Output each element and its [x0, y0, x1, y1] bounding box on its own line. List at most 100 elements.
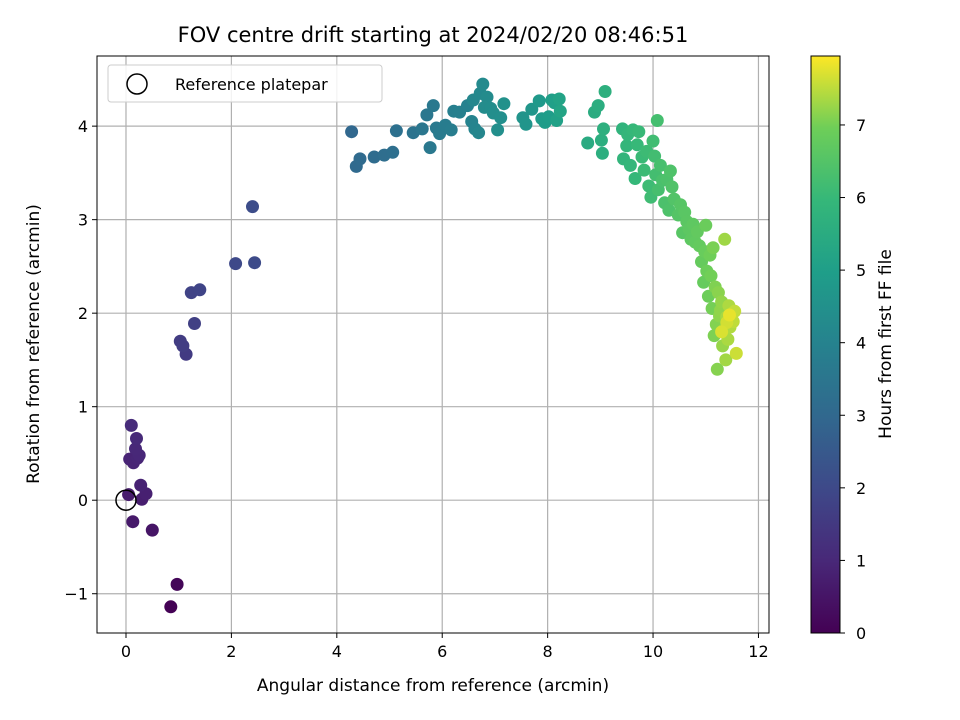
scatter-point	[494, 111, 508, 125]
colorbar-label: Hours from first FF file	[876, 249, 896, 439]
scatter-point	[444, 123, 458, 137]
scatter-point	[532, 94, 546, 108]
scatter-point	[630, 138, 644, 152]
scatter-point	[246, 200, 259, 214]
scatter-point	[620, 139, 634, 153]
scatter-point	[623, 158, 637, 172]
y-axis-label: Rotation from reference (arcmin)	[24, 204, 44, 484]
scatter-point	[353, 152, 367, 166]
scatter-point	[188, 317, 201, 330]
reference-platepar-marker	[115, 489, 137, 511]
x-tick-label: 2	[226, 642, 236, 661]
colorbar-tick-label: 2	[856, 479, 866, 498]
x-tick-label: 4	[332, 642, 342, 661]
scatter-point	[426, 99, 440, 113]
scatter-point	[229, 257, 243, 271]
scatter-point	[552, 92, 566, 106]
scatter-point	[594, 133, 608, 147]
scatter-point	[653, 158, 667, 172]
scatter-point	[420, 108, 434, 122]
scatter-point	[729, 346, 743, 360]
y-tick-label: 2	[78, 304, 88, 323]
y-axis-ticks: −1 0 1 2 3 4	[64, 117, 97, 604]
colorbar-tick-label: 0	[856, 624, 866, 643]
scatter-point	[581, 136, 595, 150]
scatter-point	[386, 145, 400, 159]
scatter-point	[553, 104, 567, 118]
scatter-point	[710, 362, 724, 376]
colorbar-tick-label: 6	[856, 189, 866, 208]
x-tick-label: 0	[121, 642, 131, 661]
x-tick-label: 6	[437, 642, 447, 661]
y-tick-label: 1	[78, 398, 88, 417]
scatter-point	[345, 125, 359, 139]
colorbar-tick-label: 7	[856, 116, 866, 135]
scatter-point	[663, 164, 677, 178]
scatter-point	[519, 117, 533, 131]
scatter-point	[595, 146, 609, 160]
x-tick-label: 10	[643, 642, 663, 661]
x-axis-ticks: 0 2 4 6 8 10 12	[121, 633, 769, 661]
legend-marker-open-circle	[126, 73, 148, 95]
scatter-point	[248, 256, 262, 270]
scatter-point	[170, 577, 184, 591]
scatter-point	[718, 232, 732, 246]
scatter-point	[415, 122, 429, 136]
scatter-point	[525, 102, 539, 116]
x-tick-label: 8	[543, 642, 553, 661]
scatter-point	[632, 125, 646, 139]
y-tick-label: −1	[64, 585, 88, 604]
colorbar-ticks: 0 1 2 3 4 5 6 7	[840, 116, 866, 643]
y-tick-label: 3	[78, 211, 88, 230]
scatter-point	[130, 432, 143, 445]
scatter-point	[704, 269, 718, 283]
scatter-point	[597, 122, 610, 136]
scatter-point	[665, 180, 679, 194]
scatter-point	[719, 353, 733, 367]
y-tick-label: 4	[78, 117, 88, 136]
scatter-point	[389, 124, 403, 138]
legend-box	[107, 64, 383, 103]
scatter-point	[126, 515, 140, 529]
scatter-point	[650, 114, 664, 127]
scatter-point	[176, 339, 190, 353]
scatter-point	[723, 308, 736, 322]
scatter-point	[497, 97, 511, 111]
scatter-point	[699, 218, 713, 232]
scatter-point	[598, 85, 612, 98]
colorbar-gradient	[810, 55, 841, 634]
scatter-point	[715, 325, 729, 339]
colorbar-tick-label: 4	[856, 334, 866, 353]
colorbar-tick-label: 3	[856, 406, 866, 425]
colorbar-tick-label: 5	[856, 261, 866, 280]
legend: Reference platepar	[107, 64, 383, 103]
scatter-point	[706, 241, 720, 255]
scatter-points	[115, 77, 743, 614]
scatter-point	[164, 600, 178, 614]
scatter-point	[193, 283, 207, 297]
scatter-point	[134, 478, 148, 492]
x-tick-label: 12	[748, 642, 768, 661]
scatter-point	[124, 418, 138, 432]
scatter-point	[637, 163, 651, 177]
scatter-point	[476, 77, 490, 91]
scatter-point	[367, 150, 381, 164]
colorbar: 0 1 2 3 4 5 6 7 Hours from first FF file	[810, 55, 896, 643]
scatter-point	[423, 141, 437, 155]
scatter-point	[480, 90, 494, 104]
scatter-point	[648, 149, 662, 163]
x-axis-label: Angular distance from reference (arcmin)	[257, 676, 609, 696]
chart-title: FOV centre drift starting at 2024/02/20 …	[178, 23, 689, 47]
scatter-point	[646, 134, 660, 148]
colorbar-tick-label: 1	[856, 551, 866, 570]
plot-frame	[96, 55, 770, 634]
scatter-point	[491, 123, 505, 137]
legend-label: Reference platepar	[175, 75, 328, 94]
scatter-point	[628, 172, 642, 185]
scatter-point	[472, 126, 486, 140]
scatter-point	[591, 99, 605, 113]
y-tick-label: 0	[78, 491, 88, 510]
scatter-point	[129, 442, 142, 456]
scatter-point	[701, 289, 715, 303]
